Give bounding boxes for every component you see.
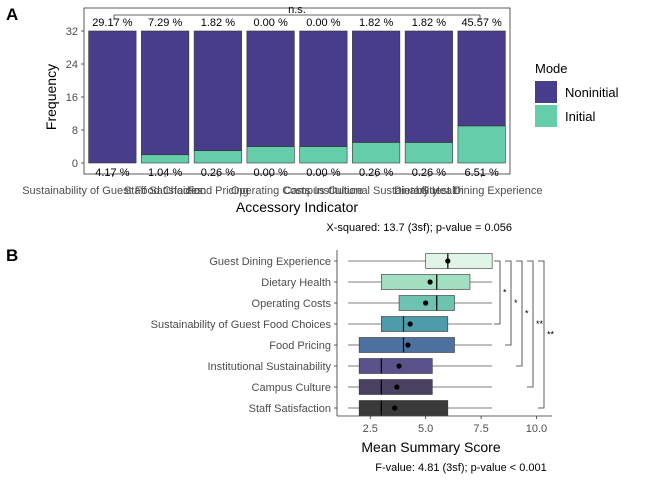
bar-noninitial [193,30,242,151]
mean-point [396,363,402,369]
x-tick-label: Dietary Health [394,185,464,197]
legend-title: Mode [535,61,568,76]
bar-noninitial [457,30,506,127]
x-tick-label: 5.0 [418,423,433,435]
mean-point [407,321,413,327]
pct-label-noninitial: 45.57 % [461,17,502,29]
significance-label: ** [547,330,555,340]
pct-label-noninitial: 0.00 % [254,17,288,29]
pct-label-initial: 0.26 % [412,167,446,179]
panel-b-boxes: 2.5 5.0 7.5 10.0 Guest Dining Experience Diet… [151,250,555,435]
bar-initial [457,125,506,164]
legend-swatch-initial [535,105,557,127]
bar-initial [404,142,453,164]
x-tick-label: Campus Culture [284,185,363,197]
pct-label-noninitial: 29.17 % [92,17,133,29]
pct-label-initial: 1.04 % [148,167,182,179]
x-tick-label: Institutional Sustainability [314,185,438,197]
box [381,316,449,332]
pct-label-noninitial: 0.00 % [306,17,340,29]
bar-noninitial [141,30,190,156]
y-tick-label: 8 [72,125,78,137]
y-tick-label: Institutional Sustainability [207,361,331,373]
x-tick-label: Operating Costs [231,185,311,197]
box [381,274,471,290]
y-tick-label: Dietary Health [261,277,331,289]
panel-b-label: B [6,246,18,265]
x-tick-label: Guest Dining Experience [421,185,543,197]
bar-initial [141,154,190,164]
y-tick-label: 24 [66,59,78,71]
mean-point [394,384,400,390]
ns-label: n.s. [288,4,306,16]
x-tick-label: 7.5 [473,423,488,435]
x-tick-label: Sustainability of Guest Food Choices [22,185,203,197]
y-tick-label: Guest Dining Experience [209,256,331,268]
mean-point [427,279,433,285]
x-tick-label: 2.5 [363,423,378,435]
significance-bracket [494,260,501,325]
pct-label-noninitial: 7.29 % [148,17,182,29]
panel-a-label: A [6,5,18,24]
legend-swatch-noninitial [535,81,557,103]
x-tick-label: Staff Satisfaction [124,185,206,197]
legend-label-noninitial: Noninitial [565,85,619,100]
bar-noninitial [246,30,295,147]
pct-label-initial: 6.51 % [465,167,499,179]
significance-label: * [514,298,518,308]
mean-point [405,342,411,348]
bar-initial [246,146,295,164]
box [358,358,433,374]
y-tick-label: 16 [66,92,78,104]
pct-label-initial: 0.26 % [359,167,393,179]
x-tick-label: Food Pricing [187,185,249,197]
panel-a-xlabel: Accessory Indicator [236,199,358,215]
pct-label-noninitial: 1.82 % [201,17,235,29]
significance-bracket [516,260,523,367]
panel-b-stat-note: F-value: 4.81 (3sf); p-value < 0.001 [375,462,547,474]
mean-point [392,405,398,411]
legend-label-initial: Initial [565,109,595,124]
significance-label: ** [536,319,544,329]
panel-a-ylabel: Frequency [43,64,59,130]
significance-label: * [503,288,507,298]
x-tick-label: 10.0 [526,423,547,435]
pct-label-initial: 0.00 % [254,167,288,179]
panel-b-xlabel: Mean Summary Score [361,439,500,455]
pct-label-noninitial: 1.82 % [359,17,393,29]
bar-initial [193,150,242,164]
bar-noninitial [404,30,453,143]
significance-bracket [538,260,545,409]
panel-a-bars: 0 8 16 24 32 29.17 % 4.17 % Sustainability of G… [22,17,542,197]
bar-noninitial [352,30,401,143]
panel-a-frame [83,7,511,175]
mean-point [423,300,429,306]
y-tick-label: 0 [72,158,78,170]
y-tick-label: Operating Costs [252,298,332,310]
significance-label: * [525,309,529,319]
bar-initial [352,142,401,164]
y-tick-label: 32 [66,26,78,38]
pct-label-initial: 0.26 % [201,167,235,179]
pct-label-noninitial: 1.82 % [412,17,446,29]
y-tick-label: Staff Satisfaction [249,403,331,415]
y-tick-label: Campus Culture [252,382,331,394]
box [358,400,449,416]
y-tick-label: Sustainability of Guest Food Choices [151,319,332,331]
box [425,253,493,269]
significance-bracket [527,260,534,388]
y-tick-label: Food Pricing [269,340,331,352]
pct-label-initial: 0.00 % [306,167,340,179]
bar-noninitial [299,30,348,147]
significance-bracket [505,260,512,346]
panel-a-stat-note: X-squared: 13.7 (3sf); p-value = 0.056 [326,222,512,234]
bar-initial [299,146,348,164]
pct-label-initial: 4.17 % [95,167,129,179]
mean-point [445,258,451,264]
bar-noninitial [88,30,137,164]
